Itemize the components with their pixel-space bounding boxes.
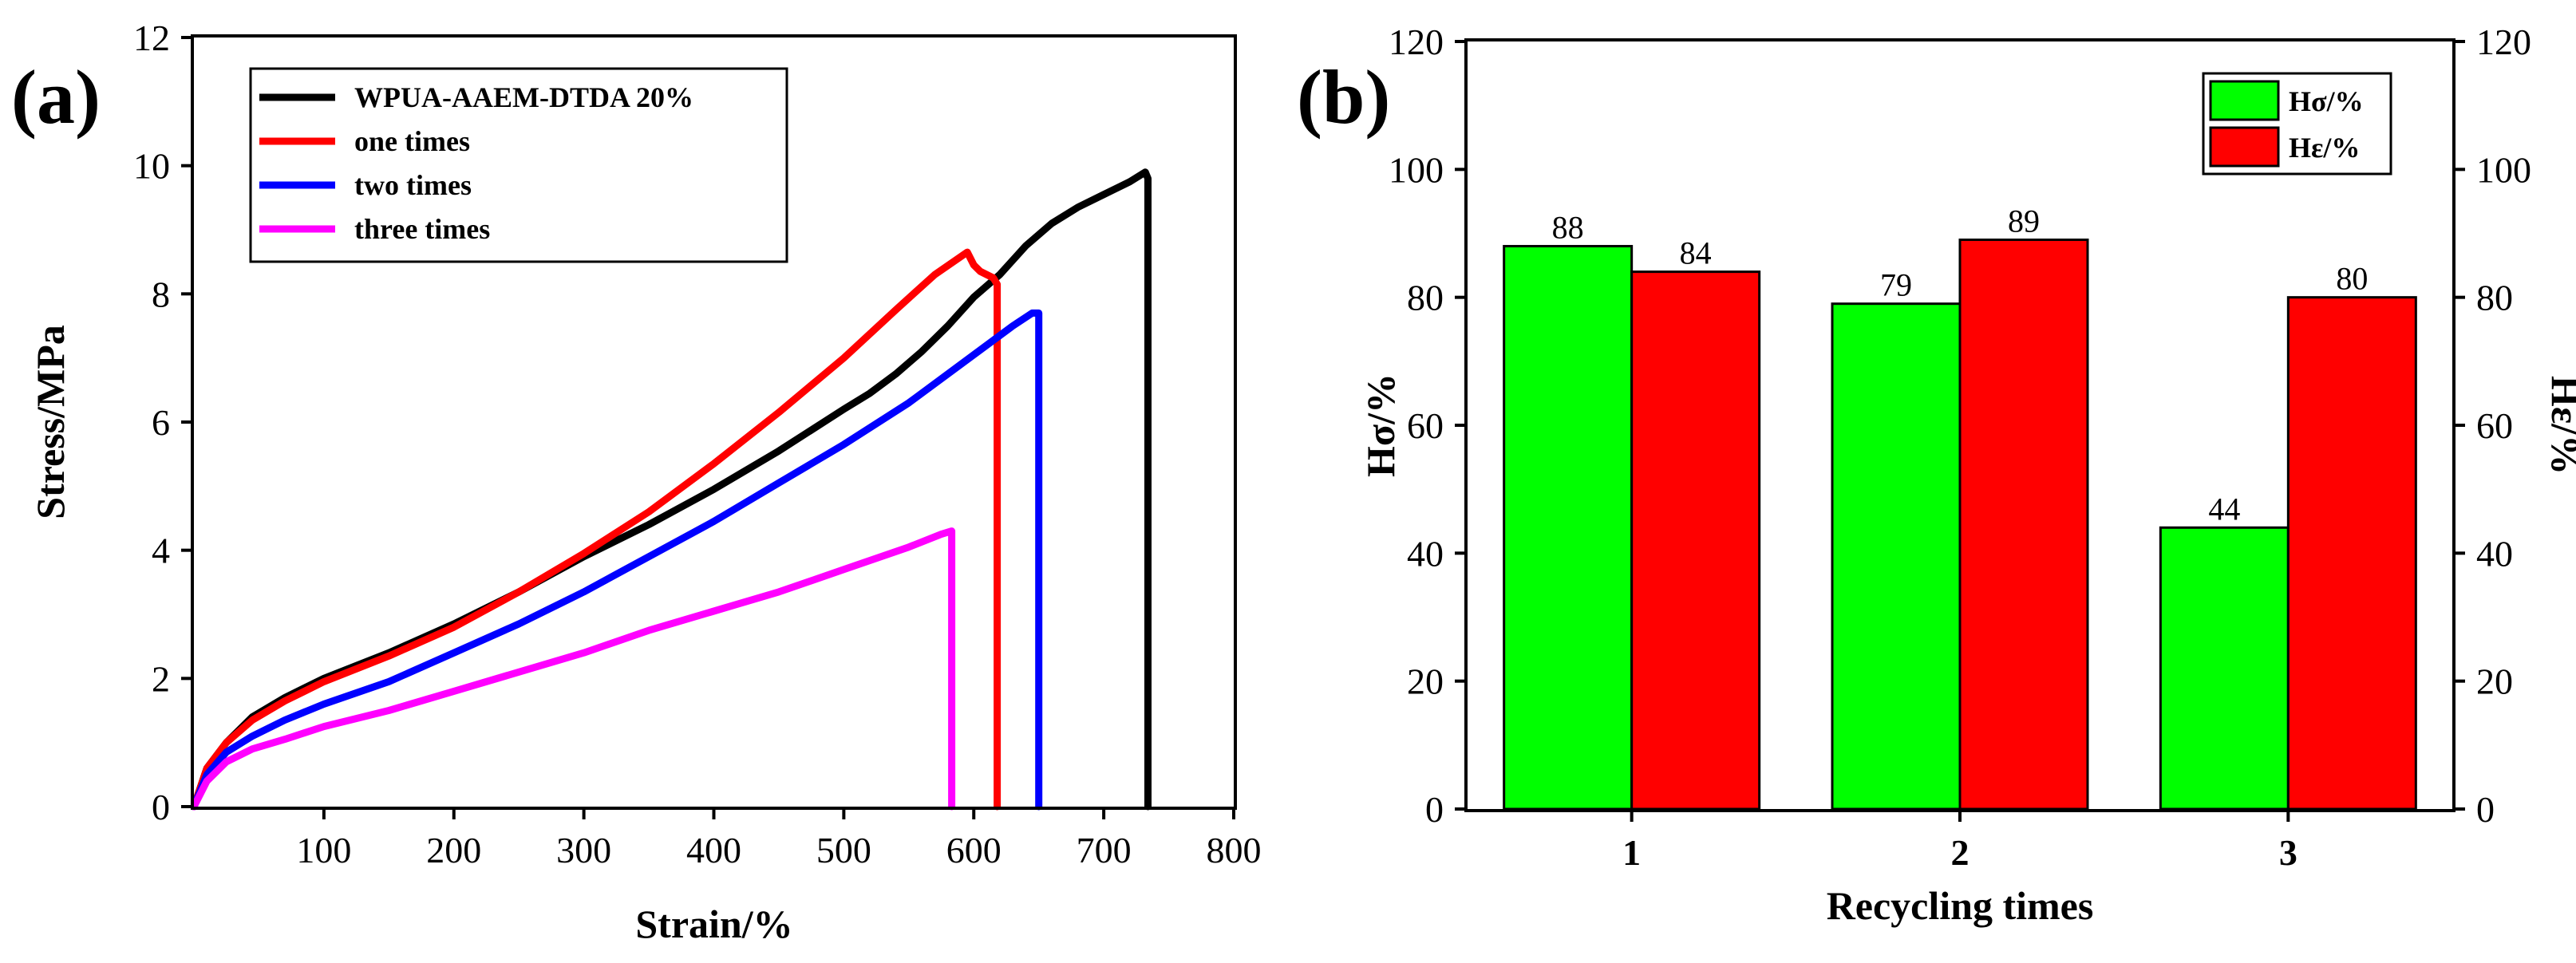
right-y-tick-label: 80 (2476, 278, 2513, 318)
left-y-tick-label: 0 (1425, 789, 1444, 830)
legend-label-h-sigma: Hσ/% (2289, 85, 2364, 117)
legend-label-wpua-aaem-dtda-20: WPUA-AAEM-DTDA 20% (354, 81, 693, 113)
legend-label-one-times: one times (354, 125, 470, 157)
y-tick-label: 10 (133, 146, 170, 187)
bar-h-epsilon-1 (1630, 270, 1761, 811)
x-tick-label: 600 (946, 830, 1002, 870)
left-y-tick-label: 120 (1389, 22, 1444, 62)
left-y-tick-label: 20 (1407, 661, 1444, 702)
right-y-tick-label: 40 (2476, 533, 2513, 574)
panel-b-bars: 88 84 79 89 44 80 (1503, 203, 2417, 811)
legend-swatch-h-sigma (2209, 80, 2280, 121)
legend-label-two-times: two times (354, 169, 472, 201)
left-y-tick-label: 40 (1407, 533, 1444, 574)
legend-label-h-epsilon: Hε/% (2289, 132, 2360, 164)
y-tick-label: 4 (152, 531, 170, 571)
right-y-tick-label: 60 (2476, 405, 2513, 446)
left-y-tick-label: 100 (1389, 149, 1444, 190)
bar-value-label: 88 (1552, 210, 1584, 246)
x-tick-label: 3 (2279, 832, 2297, 873)
x-tick-label: 400 (686, 830, 741, 870)
panel-a-x-axis-title: Strain/% (635, 902, 792, 946)
bar-h-epsilon-2 (1958, 239, 2089, 811)
panel-a-y-axis-ticks: 0 2 4 6 8 10 12 (133, 18, 194, 827)
y-tick-label: 6 (152, 402, 170, 443)
series-line-wpua-aaem-dtda-20 (190, 168, 1152, 811)
bar-value-label: 79 (1880, 267, 1912, 303)
panel-a-legend: WPUA-AAEM-DTDA 20% one times two times thre… (249, 67, 788, 263)
y-tick-label: 8 (152, 274, 170, 314)
bar-h-sigma-3 (2159, 526, 2290, 811)
right-y-tick-label: 20 (2476, 661, 2513, 702)
legend-label-three-times: three times (354, 213, 490, 245)
right-y-tick-label: 100 (2476, 149, 2531, 190)
x-tick-label: 100 (296, 830, 351, 870)
series-line-one-times (190, 248, 1002, 811)
x-tick-label: 500 (816, 830, 871, 870)
series-line-two-times (190, 309, 1043, 811)
bar-h-sigma-2 (1831, 302, 1962, 811)
panel-b-left-y-axis-ticks: 0 20 40 60 80 100 120 (1389, 22, 1468, 830)
panel-a-y-axis-title: Stress/MPa (28, 325, 73, 519)
panel-a-curves (190, 168, 1152, 811)
panel-b-bar-chart: (b) 88 84 79 89 44 80 0 20 40 60 80 100 120 0 20 40 60… (1297, 22, 2576, 928)
series-line-three-times (190, 527, 956, 811)
panel-b-x-axis-ticks: 1 2 3 (1622, 809, 2297, 873)
panel-a-legend-box (249, 67, 788, 263)
x-tick-label: 300 (556, 830, 611, 870)
x-tick-label: 700 (1077, 830, 1132, 870)
panel-b-right-y-axis-ticks: 0 20 40 60 80 100 120 (2452, 22, 2531, 830)
bar-value-label: 89 (2008, 203, 2040, 239)
x-tick-label: 200 (426, 830, 481, 870)
panel-b-left-y-axis-title: Hσ/% (1358, 373, 1403, 477)
panel-b-label: (b) (1297, 54, 1390, 140)
bar-value-label: 80 (2336, 261, 2368, 297)
legend-swatch-h-epsilon (2209, 126, 2280, 168)
panel-b-x-axis-title: Recycling times (1827, 883, 2094, 928)
x-tick-label: 2 (1951, 832, 1970, 873)
bar-value-label: 84 (1680, 235, 1712, 271)
left-y-tick-label: 80 (1407, 278, 1444, 318)
x-tick-label: 800 (1207, 830, 1262, 870)
panel-b-right-y-axis-title: Hε/% (2543, 376, 2576, 475)
panel-a-label: (a) (11, 54, 101, 140)
bar-value-label: 44 (2208, 491, 2240, 527)
bar-h-sigma-1 (1503, 245, 1634, 811)
x-tick-label: 1 (1622, 832, 1641, 873)
right-y-tick-label: 120 (2476, 22, 2531, 62)
panel-a-x-axis-ticks: 100 200 300 400 500 600 700 800 (296, 807, 1262, 870)
panel-b-legend: Hσ/% Hε/% (2202, 72, 2392, 176)
y-tick-label: 12 (133, 18, 170, 58)
bar-h-epsilon-3 (2286, 296, 2417, 811)
left-y-tick-label: 60 (1407, 405, 1444, 446)
y-tick-label: 0 (152, 787, 170, 827)
panel-a-line-chart: (a) 100 200 300 400 500 600 700 800 0 2 4 6 8 10 12 S… (11, 18, 1262, 946)
y-tick-label: 2 (152, 658, 170, 699)
right-y-tick-label: 0 (2476, 789, 2495, 830)
